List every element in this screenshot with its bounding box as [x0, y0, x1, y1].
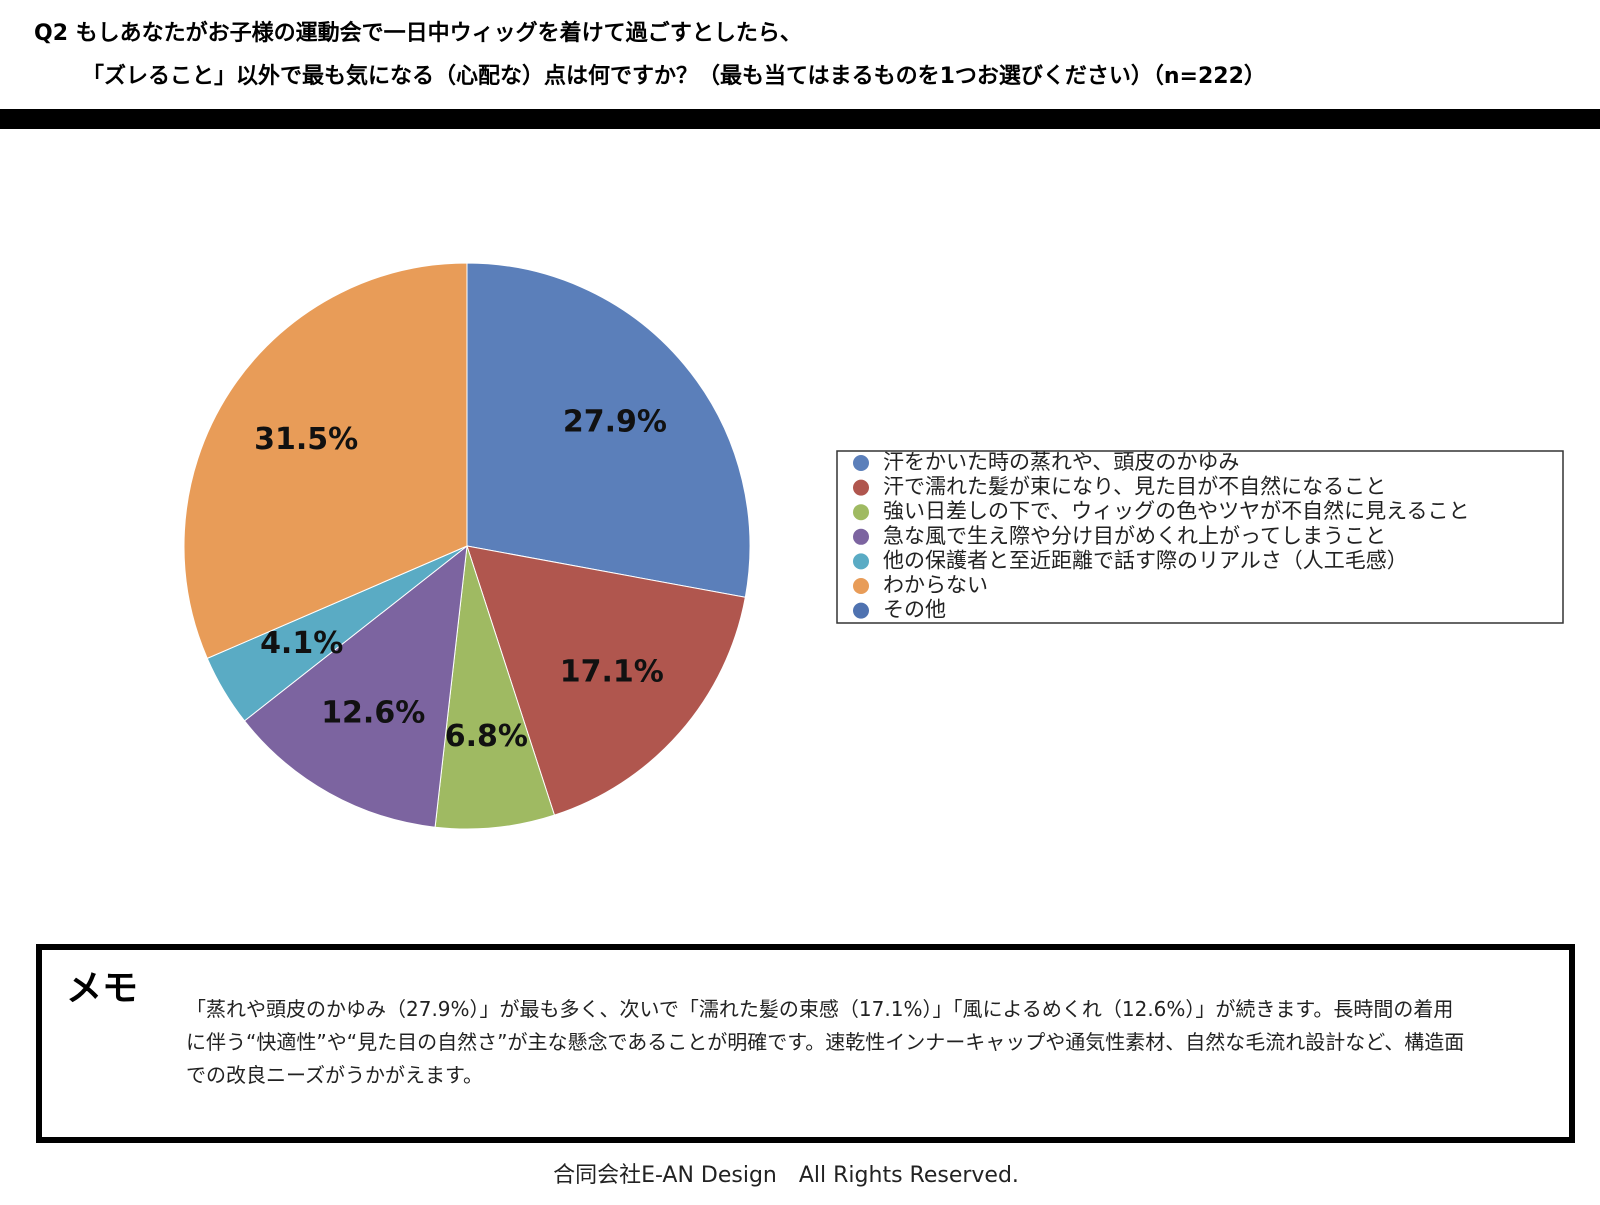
memo-title: メモ [66, 968, 138, 1009]
legend-label: 急な風で生え際や分け目がめくれ上がってしまうこと [883, 524, 1386, 548]
header-bar [0, 109, 1600, 129]
pie-slice [183, 262, 468, 660]
footer: 合同会社E-AN Design All Rights Reserved. [553, 1163, 1019, 1188]
pie-slice [434, 545, 556, 830]
legend-label: 他の保護者と至近距離で話す際のリアルさ（人工毛感） [883, 548, 1408, 572]
data-label: 4.1% [260, 626, 343, 661]
legend-label: わからない [883, 573, 988, 597]
legend-label: 強い日差しの下で、ウィッグの色やツヤが不自然に見えること [883, 499, 1470, 523]
legend-label: 汗で濡れた髪が束になり、見た目が不自然になること [883, 475, 1386, 499]
legend-marker [853, 553, 869, 570]
legend-marker [853, 528, 869, 545]
legend-label: その他 [883, 598, 946, 622]
memo-box [36, 944, 1575, 1143]
pie: 27.9% 17.1% 6.8% 12.6% 4.1% 31.5% [183, 262, 751, 830]
legend-marker [853, 479, 869, 496]
pie-slice [466, 545, 746, 816]
pie-slice [243, 544, 468, 828]
memo-text: 「蒸れや頭皮のかゆみ（27.9%）」が最も多く、次いで「濡れた髪の束感（17.1… [186, 997, 1465, 1087]
data-label: 27.9% [563, 404, 667, 439]
legend-marker [853, 504, 869, 521]
legend-marker [853, 602, 869, 619]
legend: 汗をかいた時の蒸れや、頭皮のかゆみ汗で濡れた髪が束になり、見た目が不自然になるこ… [853, 450, 1470, 622]
chart-subtitle: 「ズレること」以外で最も気になる（心配な）点は何ですか？（最も当てはまるものを1… [82, 63, 1266, 89]
legend-box [836, 450, 1564, 624]
legend-marker [853, 578, 869, 594]
data-label: 6.8% [445, 719, 528, 754]
legend-label: 汗をかいた時の蒸れや、頭皮のかゆみ [883, 450, 1239, 474]
legend-marker [853, 455, 869, 471]
data-label: 31.5% [254, 422, 358, 457]
chart-title: Q2 もしあなたがお子様の運動会で一日中ウィッグを着けて過ごすとしたら、 [34, 20, 802, 46]
data-label: 12.6% [321, 696, 425, 731]
pie-slice [466, 262, 751, 598]
data-label: 17.1% [560, 654, 664, 689]
